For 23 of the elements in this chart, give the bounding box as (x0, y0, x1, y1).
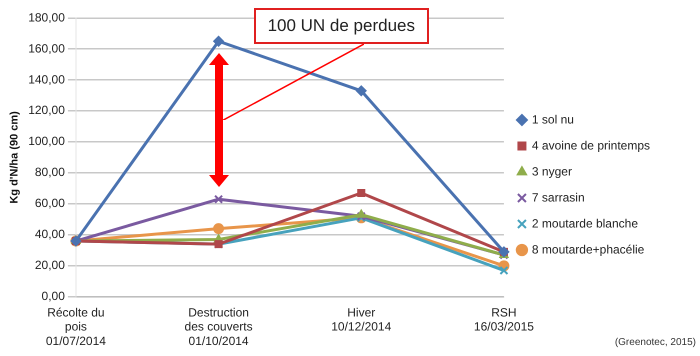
x-tick-label: RSH 16/03/2015 (474, 305, 534, 334)
y-tick-label: 60,00 (34, 196, 66, 210)
legend-label: 8 moutarde+phacélie (532, 242, 645, 256)
x-tick-label: Destruction des couverts 01/10/2014 (184, 305, 253, 348)
x-tick-label: Hiver 10/12/2014 (331, 305, 392, 334)
y-tick-label: 100,00 (28, 134, 66, 148)
y-tick-label: 140,00 (28, 72, 66, 86)
y-tick-label: 80,00 (34, 165, 66, 180)
legend-label: 1 sol nu (532, 112, 574, 126)
legend-label: 7 sarrasin (532, 190, 585, 204)
text: (Greenotec, 2015) (614, 337, 696, 348)
legend-label: 3 nyger (532, 164, 572, 178)
y-axis-title: Kg d'N/ha (90 cm) (8, 110, 21, 204)
annotation: 100 UN de perdues (254, 8, 429, 44)
x-tick-label: Récolte du pois 01/07/2014 (46, 305, 106, 348)
y-tick-label: 180,00 (28, 10, 66, 24)
y-tick-label: 160,00 (28, 41, 66, 56)
y-tick-label: 0,00 (42, 289, 66, 304)
y-tick-label: 120,00 (28, 103, 66, 118)
legend-label: 4 avoine de printemps (532, 138, 650, 152)
y-tick-label: 40,00 (34, 227, 66, 242)
legend-label: 2 moutarde blanche (532, 216, 638, 230)
y-tick-label: 20,00 (34, 258, 66, 272)
